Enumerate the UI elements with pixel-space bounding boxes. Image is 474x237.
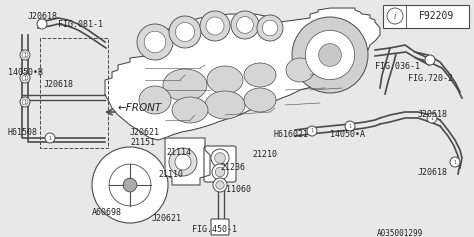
Text: i: i bbox=[394, 12, 396, 20]
Circle shape bbox=[387, 8, 403, 24]
Text: J20621: J20621 bbox=[130, 128, 160, 137]
Polygon shape bbox=[165, 138, 210, 185]
Circle shape bbox=[22, 52, 28, 58]
Ellipse shape bbox=[286, 58, 314, 82]
Text: 14050•A: 14050•A bbox=[330, 130, 365, 139]
Ellipse shape bbox=[163, 69, 207, 101]
Circle shape bbox=[215, 167, 225, 177]
Ellipse shape bbox=[205, 91, 245, 119]
Circle shape bbox=[37, 19, 47, 29]
Circle shape bbox=[212, 164, 228, 180]
Ellipse shape bbox=[207, 66, 243, 94]
Circle shape bbox=[292, 17, 368, 93]
Text: 21114: 21114 bbox=[166, 148, 191, 157]
Circle shape bbox=[427, 113, 437, 123]
Circle shape bbox=[216, 181, 224, 189]
Circle shape bbox=[137, 24, 173, 60]
Ellipse shape bbox=[172, 97, 208, 123]
Circle shape bbox=[257, 15, 283, 41]
Text: 1: 1 bbox=[48, 136, 52, 141]
Text: FIG.081-1: FIG.081-1 bbox=[58, 20, 103, 29]
Text: FIG.720-2: FIG.720-2 bbox=[408, 74, 453, 83]
FancyBboxPatch shape bbox=[211, 219, 229, 235]
Ellipse shape bbox=[244, 88, 276, 112]
Text: 1: 1 bbox=[348, 123, 352, 128]
Circle shape bbox=[22, 75, 28, 81]
Text: 21236: 21236 bbox=[220, 163, 245, 172]
FancyBboxPatch shape bbox=[383, 5, 470, 27]
Text: A60698: A60698 bbox=[92, 208, 122, 217]
Text: J20618: J20618 bbox=[418, 168, 448, 177]
FancyBboxPatch shape bbox=[204, 146, 236, 182]
Text: 1: 1 bbox=[430, 115, 434, 120]
Text: J20618: J20618 bbox=[44, 80, 74, 89]
Circle shape bbox=[425, 55, 435, 65]
Circle shape bbox=[206, 17, 224, 35]
Text: 11060: 11060 bbox=[226, 185, 251, 194]
Text: FIG.036-1: FIG.036-1 bbox=[375, 62, 420, 71]
Text: J20621: J20621 bbox=[152, 214, 182, 223]
Circle shape bbox=[22, 99, 28, 105]
Text: 1: 1 bbox=[454, 160, 456, 164]
Circle shape bbox=[175, 154, 191, 170]
Circle shape bbox=[175, 23, 195, 42]
Text: 14050•B: 14050•B bbox=[8, 68, 43, 77]
Circle shape bbox=[211, 149, 229, 167]
Text: 21110: 21110 bbox=[158, 170, 183, 179]
Text: 1: 1 bbox=[23, 100, 27, 105]
Circle shape bbox=[169, 148, 197, 176]
Text: A035001299: A035001299 bbox=[377, 228, 423, 237]
Text: 1: 1 bbox=[310, 128, 314, 133]
Circle shape bbox=[215, 153, 226, 163]
Text: ←FRONT: ←FRONT bbox=[118, 103, 162, 113]
Circle shape bbox=[109, 164, 151, 206]
Circle shape bbox=[262, 20, 278, 36]
Circle shape bbox=[231, 11, 259, 39]
Circle shape bbox=[319, 44, 341, 66]
Text: 21210: 21210 bbox=[252, 150, 277, 159]
Ellipse shape bbox=[244, 63, 276, 87]
Text: J20618: J20618 bbox=[28, 12, 58, 21]
Polygon shape bbox=[105, 8, 380, 140]
Circle shape bbox=[305, 30, 355, 80]
Circle shape bbox=[450, 157, 460, 167]
Circle shape bbox=[45, 133, 55, 143]
Circle shape bbox=[169, 16, 201, 48]
Text: F92209: F92209 bbox=[419, 11, 455, 21]
Text: H616021: H616021 bbox=[274, 130, 309, 139]
Circle shape bbox=[123, 178, 137, 192]
Text: H61508: H61508 bbox=[8, 128, 38, 137]
Text: 1: 1 bbox=[23, 53, 27, 58]
Text: J20618: J20618 bbox=[418, 110, 448, 119]
Circle shape bbox=[20, 50, 30, 60]
Circle shape bbox=[144, 31, 166, 53]
Circle shape bbox=[345, 121, 355, 131]
Circle shape bbox=[200, 11, 230, 41]
Circle shape bbox=[92, 147, 168, 223]
Text: 21151: 21151 bbox=[130, 138, 155, 147]
Circle shape bbox=[213, 178, 227, 192]
Text: 1: 1 bbox=[23, 76, 27, 81]
Circle shape bbox=[237, 17, 254, 33]
Ellipse shape bbox=[139, 86, 171, 114]
Circle shape bbox=[20, 97, 30, 107]
Circle shape bbox=[307, 126, 317, 136]
Text: FIG.450-1: FIG.450-1 bbox=[192, 225, 237, 234]
Circle shape bbox=[20, 73, 30, 83]
